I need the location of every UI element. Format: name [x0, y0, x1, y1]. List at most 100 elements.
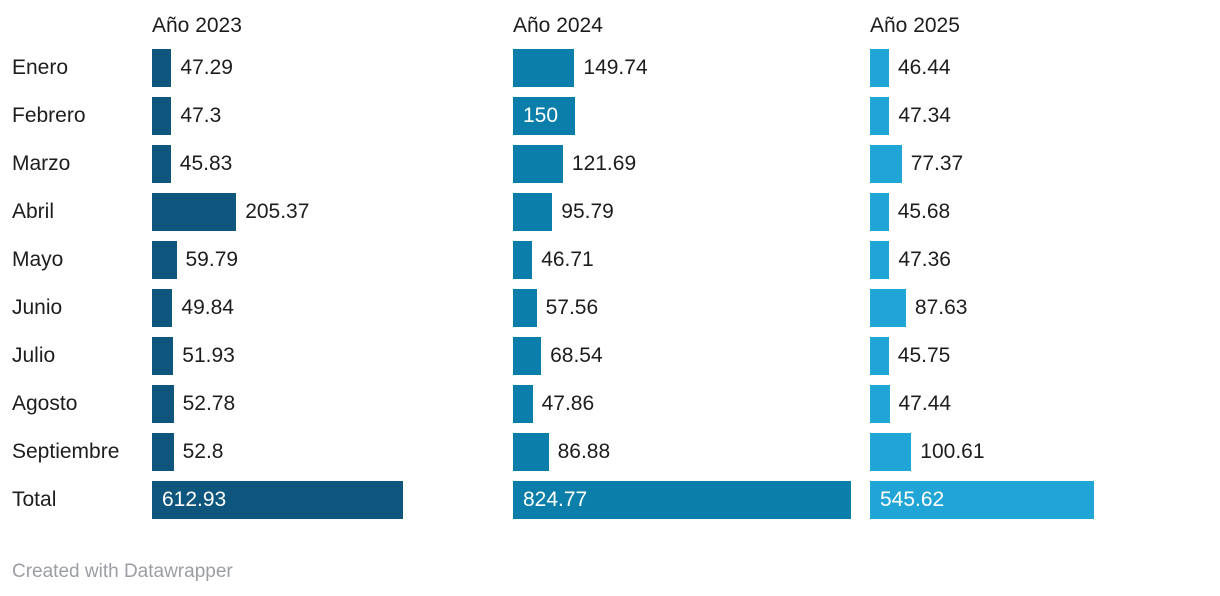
- bar-año-2024-abril[interactable]: [513, 193, 553, 231]
- bar-cell: 49.84: [152, 289, 234, 327]
- bar-año-2023-marzo[interactable]: [152, 145, 171, 183]
- bar-cell: 45.75: [870, 337, 950, 375]
- bar-año-2024-enero[interactable]: [513, 49, 575, 87]
- value-label: 95.79: [561, 200, 614, 223]
- bar-año-2023-junio[interactable]: [152, 289, 173, 327]
- bar-cell: 46.44: [870, 49, 951, 87]
- value-label: 149.74: [583, 56, 648, 79]
- row-label-julio: Julio: [12, 344, 56, 367]
- row-label-agosto: Agosto: [12, 392, 78, 415]
- value-label: 47.86: [541, 392, 595, 415]
- bar-cell: 150: [513, 97, 575, 135]
- bar-año-2025-mayo[interactable]: [870, 241, 890, 279]
- bar-año-2024-mayo[interactable]: [513, 241, 533, 279]
- chart-row-abril: Abril 205.37 95.79 45.68: [0, 188, 1220, 236]
- row-label-junio: Junio: [12, 296, 63, 319]
- value-label: 51.93: [182, 344, 235, 367]
- chart-row-mayo: Mayo 59.79 46.71 47.36: [0, 236, 1220, 284]
- bar-año-2025-septiembre[interactable]: [870, 433, 912, 471]
- column-header-ano-2023: Año 2023: [152, 14, 242, 37]
- bar-cell: 95.79: [513, 193, 614, 231]
- datawrapper-credit-link[interactable]: Created with Datawrapper: [12, 561, 233, 582]
- bar-cell: 149.74: [513, 49, 648, 87]
- chart-row-agosto: Agosto 52.78 47.86 47.44: [0, 380, 1220, 428]
- bar-año-2023-total[interactable]: 612.93: [152, 481, 404, 519]
- bar-año-2025-julio[interactable]: [870, 337, 889, 375]
- bar-año-2024-marzo[interactable]: [513, 145, 563, 183]
- column-headers: Año 2023 Año 2024 Año 2025: [0, 12, 1220, 40]
- bar-año-2023-julio[interactable]: [152, 337, 174, 375]
- value-label: 68.54: [550, 344, 603, 367]
- bar-cell: 824.77: [513, 481, 852, 519]
- value-label: 612.93: [162, 488, 227, 511]
- value-label: 47.36: [898, 248, 951, 271]
- chart-row-junio: Junio 49.84 57.56 87.63: [0, 284, 1220, 332]
- bar-cell: 45.83: [152, 145, 232, 183]
- bar-cell: 121.69: [513, 145, 636, 183]
- bar-cell: 612.93: [152, 481, 404, 519]
- bar-año-2025-marzo[interactable]: [870, 145, 902, 183]
- bar-año-2023-abril[interactable]: [152, 193, 237, 231]
- bar-año-2024-febrero[interactable]: 150: [513, 97, 575, 135]
- bar-cell: 47.3: [152, 97, 221, 135]
- value-label: 205.37: [245, 200, 310, 223]
- bar-cell: 47.44: [870, 385, 951, 423]
- value-label: 45.83: [179, 152, 233, 175]
- chart-rows: Enero 47.29 149.74 46.44 Febrero 47.3 150 47.34…: [0, 44, 1220, 524]
- bar-cell: 47.34: [870, 97, 951, 135]
- bar-cell: 47.36: [870, 241, 951, 279]
- bar-año-2025-enero[interactable]: [870, 49, 889, 87]
- bar-cell: 68.54: [513, 337, 603, 375]
- bar-cell: 77.37: [870, 145, 963, 183]
- bar-año-2024-septiembre[interactable]: [513, 433, 549, 471]
- bar-cell: 100.61: [870, 433, 985, 471]
- bar-cell: 46.71: [513, 241, 594, 279]
- bar-año-2023-enero[interactable]: [152, 49, 172, 87]
- bar-año-2024-agosto[interactable]: [513, 385, 533, 423]
- bar-año-2024-julio[interactable]: [513, 337, 542, 375]
- value-label: 100.61: [920, 440, 985, 463]
- bar-cell: 47.86: [513, 385, 594, 423]
- column-header-ano-2024: Año 2024: [513, 14, 603, 37]
- bar-cell: 545.62: [870, 481, 1094, 519]
- bar-año-2025-febrero[interactable]: [870, 97, 890, 135]
- chart-row-marzo: Marzo 45.83 121.69 77.37: [0, 140, 1220, 188]
- value-label: 49.84: [181, 296, 234, 319]
- bar-cell: 52.8: [152, 433, 223, 471]
- row-label-mayo: Mayo: [12, 248, 64, 271]
- value-label: 87.63: [914, 296, 968, 319]
- bar-cell: 45.68: [870, 193, 950, 231]
- value-label: 77.37: [910, 152, 964, 175]
- bar-año-2025-abril[interactable]: [870, 193, 889, 231]
- bar-año-2024-total[interactable]: 824.77: [513, 481, 852, 519]
- bar-cell: 51.93: [152, 337, 235, 375]
- row-label-marzo: Marzo: [12, 152, 71, 175]
- value-label: 824.77: [523, 488, 588, 511]
- row-label-febrero: Febrero: [12, 104, 86, 127]
- value-label: 45.68: [897, 200, 951, 223]
- bar-año-2023-septiembre[interactable]: [152, 433, 174, 471]
- value-label: 47.3: [180, 104, 222, 127]
- chart-row-septiembre: Septiembre 52.8 86.88 100.61: [0, 428, 1220, 476]
- value-label: 46.71: [541, 248, 594, 271]
- bar-cell: 57.56: [513, 289, 598, 327]
- value-label: 47.44: [898, 392, 952, 415]
- bar-cell: 87.63: [870, 289, 967, 327]
- bar-año-2025-agosto[interactable]: [870, 385, 890, 423]
- bar-cell: 205.37: [152, 193, 309, 231]
- bar-año-2024-junio[interactable]: [513, 289, 537, 327]
- bar-año-2025-total[interactable]: 545.62: [870, 481, 1094, 519]
- chart-row-total: Total 612.93 824.77 545.62: [0, 476, 1220, 524]
- bar-año-2023-febrero[interactable]: [152, 97, 172, 135]
- bar-año-2025-junio[interactable]: [870, 289, 906, 327]
- bar-cell: 52.78: [152, 385, 235, 423]
- bar-año-2023-agosto[interactable]: [152, 385, 174, 423]
- chart-row-enero: Enero 47.29 149.74 46.44: [0, 44, 1220, 92]
- value-label: 121.69: [571, 152, 637, 175]
- bar-año-2023-mayo[interactable]: [152, 241, 177, 279]
- value-label: 150: [523, 104, 559, 127]
- bar-cell: 86.88: [513, 433, 610, 471]
- row-label-septiembre: Septiembre: [12, 440, 120, 463]
- value-label: 47.34: [898, 104, 951, 127]
- row-label-enero: Enero: [12, 56, 69, 79]
